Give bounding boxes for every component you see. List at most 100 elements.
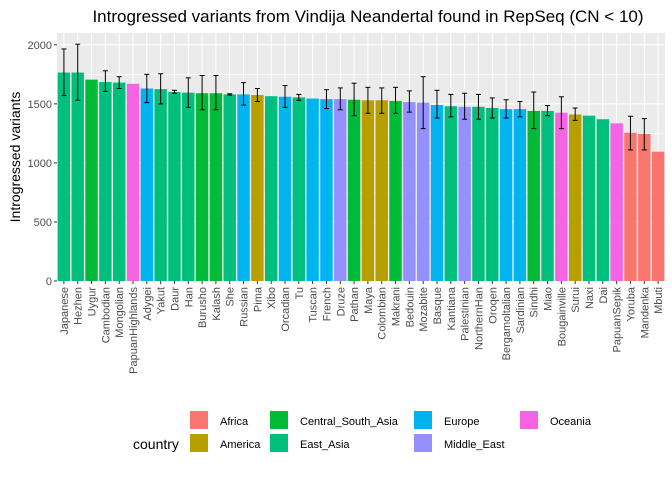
- legend-item-oceania: Oceania: [520, 411, 592, 429]
- error-bar-oroqen: [489, 97, 495, 119]
- legend-swatch: [414, 411, 432, 429]
- x-tick-label: Uygur: [87, 287, 99, 317]
- error-bar-surui: [572, 107, 578, 121]
- bar-yoruba: [624, 132, 637, 281]
- x-tick-label: Cambodian: [100, 287, 112, 343]
- error-bar-russian: [241, 82, 247, 106]
- bar-daur: [168, 92, 181, 281]
- bar-druze: [334, 99, 347, 281]
- error-bar-tu: [296, 93, 302, 101]
- y-tick-label: 0: [46, 276, 52, 288]
- legend-item-east_asia: East_Asia: [270, 434, 350, 452]
- bar-northernhan: [472, 106, 485, 281]
- error-bar-yakut: [158, 73, 164, 105]
- error-bar-kalash: [213, 75, 219, 111]
- bar-han: [182, 92, 195, 281]
- error-bar-japanese: [61, 48, 67, 97]
- error-bar-bougainville: [558, 96, 564, 130]
- x-tick-label: Mandenka: [639, 286, 651, 338]
- x-tick-label: Adygei: [142, 287, 154, 321]
- bar-miao: [541, 110, 554, 281]
- x-tick-label: Pima: [252, 286, 264, 312]
- error-bar-pima: [254, 88, 260, 102]
- legend-label: Oceania: [550, 416, 592, 428]
- x-tick-label: Sardinian: [515, 287, 527, 333]
- legend-label: Europe: [444, 416, 479, 428]
- chart-title: Introgressed variants from Vindija Neand…: [92, 7, 643, 26]
- bar-mbuti: [651, 151, 665, 281]
- x-tick-label: Dai: [598, 287, 610, 304]
- bar-yakut: [154, 89, 167, 281]
- legend-swatch: [414, 434, 432, 452]
- error-bar-she: [227, 93, 233, 96]
- x-tick-label: Bedouin: [404, 287, 416, 327]
- bar-colombian: [375, 100, 388, 281]
- error-bar-orcadian: [282, 85, 288, 108]
- bar-pima: [251, 95, 264, 281]
- error-bar-colombian: [379, 87, 385, 114]
- x-tick-label: Oroqen: [487, 287, 499, 324]
- bar-mongolian: [112, 82, 126, 281]
- bar-dai: [596, 119, 610, 281]
- bar-cambodian: [99, 82, 112, 281]
- legend-item-central_south_asia: Central_South_Asia: [270, 411, 399, 429]
- bar-series: [57, 72, 665, 282]
- x-tick-label: Daur: [169, 287, 181, 311]
- x-tick-label: PapuanSepik: [612, 287, 624, 353]
- error-bar-burusho: [199, 75, 205, 111]
- error-bar-maya: [365, 86, 371, 114]
- x-tick-label: French: [321, 287, 333, 321]
- x-tick-label: Bougainville: [556, 287, 568, 346]
- x-tick-label: Makrani: [391, 287, 403, 326]
- error-bar-han: [185, 77, 191, 108]
- error-bar-mandenka: [641, 118, 647, 151]
- error-bar-french: [323, 89, 329, 110]
- error-bar-pathan: [351, 82, 357, 117]
- legend-item-america: America: [190, 434, 261, 452]
- x-tick-label: Tu: [294, 287, 306, 299]
- legend-label: East_Asia: [300, 439, 350, 451]
- bar-tuscan: [306, 98, 319, 282]
- x-tick-label: NorthernHan: [473, 287, 485, 350]
- error-bar-bedouin: [406, 90, 412, 113]
- bar-hezhen: [71, 72, 84, 281]
- x-tick-label: Druze: [335, 287, 347, 316]
- x-tick-label: Yoruba: [625, 286, 637, 321]
- error-bar-miao: [545, 105, 551, 117]
- y-tick-label: 1500: [28, 99, 52, 111]
- error-bar-mozabite: [420, 76, 426, 130]
- bar-uygur: [85, 79, 98, 282]
- bar-oroqen: [486, 107, 499, 281]
- bar-burusho: [195, 93, 209, 281]
- legend-item-europe: Europe: [414, 411, 479, 429]
- bar-french: [320, 99, 333, 281]
- x-tick-label: Burusho: [197, 287, 209, 328]
- bar-orcadian: [278, 96, 292, 282]
- bar-basque: [430, 105, 444, 282]
- x-tick-label: Bergamoltalian: [501, 287, 513, 360]
- x-tick-label: PapuanHighlands: [128, 287, 140, 374]
- x-tick-label: Mozabite: [418, 287, 430, 332]
- y-tick-label: 500: [34, 217, 52, 229]
- error-bar-yoruba: [627, 115, 633, 151]
- error-bar-sindhi: [531, 91, 537, 130]
- bar-bedouin: [403, 102, 416, 281]
- error-bar-sardinian: [517, 100, 523, 118]
- error-bar-adygei: [144, 73, 150, 104]
- legend-label: Africa: [220, 416, 249, 428]
- error-bar-druze: [337, 87, 343, 111]
- legend-swatch: [520, 411, 538, 429]
- bar-she: [223, 94, 236, 282]
- x-tick-label: Naxi: [584, 287, 596, 309]
- x-tick-label: Han: [183, 287, 195, 307]
- bar-adygei: [140, 88, 154, 281]
- x-tick-label: Orcadian: [280, 287, 292, 332]
- y-tick-label: 1000: [28, 158, 52, 170]
- legend-item-africa: Africa: [190, 411, 249, 429]
- x-tick-label: Tuscan: [308, 287, 320, 323]
- legend-title: country: [133, 436, 179, 452]
- error-bar-palestinian: [462, 92, 468, 120]
- bar-mandenka: [638, 133, 651, 281]
- x-tick-label: Xibo: [266, 287, 278, 309]
